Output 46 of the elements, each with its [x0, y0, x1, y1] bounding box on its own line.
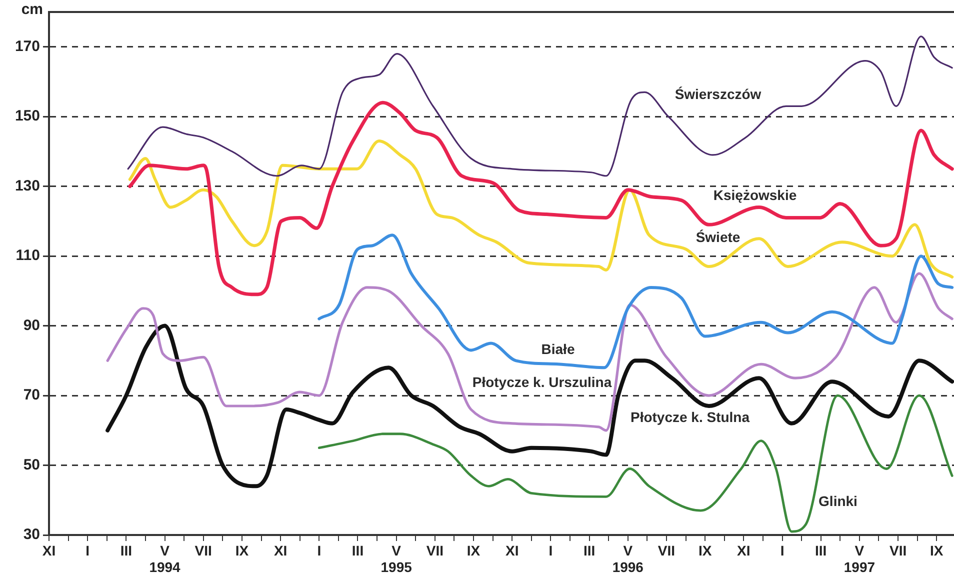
x-tick-label: I [317, 542, 322, 558]
x-tick-label: III [815, 542, 827, 558]
series-label: Księżowskie [713, 186, 797, 203]
x-tick-label: VII [194, 542, 212, 558]
x-tick-label: III [583, 542, 596, 558]
y-tick-label: 110 [16, 247, 40, 264]
x-tick-label: V 1995 [380, 542, 412, 576]
y-tick-label: 130 [14, 177, 40, 194]
x-tick-label: IX [698, 542, 712, 558]
line-series [106, 324, 954, 488]
x-tick-label: IX [235, 542, 250, 558]
series-label: Białe [541, 340, 575, 357]
x-tick-label: XI [505, 542, 519, 558]
series-label: Świete [696, 228, 740, 245]
x-tick-label: IX [930, 542, 944, 558]
x-tick-label: XI [274, 542, 288, 558]
series-label: Płotycze k. Urszulina [472, 374, 612, 390]
y-tick-label: 170 [14, 38, 40, 56]
y-tick-label: 30 [23, 526, 40, 544]
x-tick-label: XI [42, 542, 56, 558]
x-tick-label: V 1997 [844, 542, 876, 576]
x-tick-label: III [352, 542, 364, 558]
x-tick-label: VII [889, 542, 907, 558]
series-label: Płotycze k. Stulna [630, 408, 750, 425]
x-tick-label: VII [426, 542, 444, 558]
x-tick-label: V 1994 [149, 542, 181, 576]
line-series [128, 100, 954, 296]
y-tick-label: 150 [14, 108, 40, 125]
line-series [128, 140, 954, 278]
x-tick-label: I [548, 542, 553, 558]
series-label: Świerszczów [674, 86, 762, 102]
y-axis-title: cm [21, 1, 43, 18]
line-series [106, 272, 954, 432]
line-series [127, 36, 953, 177]
x-tick-label: V 1996 [612, 542, 644, 576]
x-tick-label: III [120, 542, 132, 558]
x-tick-label: XI [737, 542, 750, 558]
y-tick-label: 70 [23, 386, 40, 404]
line-series [318, 394, 954, 533]
x-tick-label: VII [658, 542, 676, 558]
x-tick-label: I [780, 542, 784, 558]
series-label: Glinki [818, 492, 858, 509]
x-tick-label: I [86, 542, 90, 558]
y-tick-label: 50 [23, 456, 40, 474]
x-tick-label: IX [466, 542, 481, 558]
y-tick-label: 90 [23, 316, 40, 334]
